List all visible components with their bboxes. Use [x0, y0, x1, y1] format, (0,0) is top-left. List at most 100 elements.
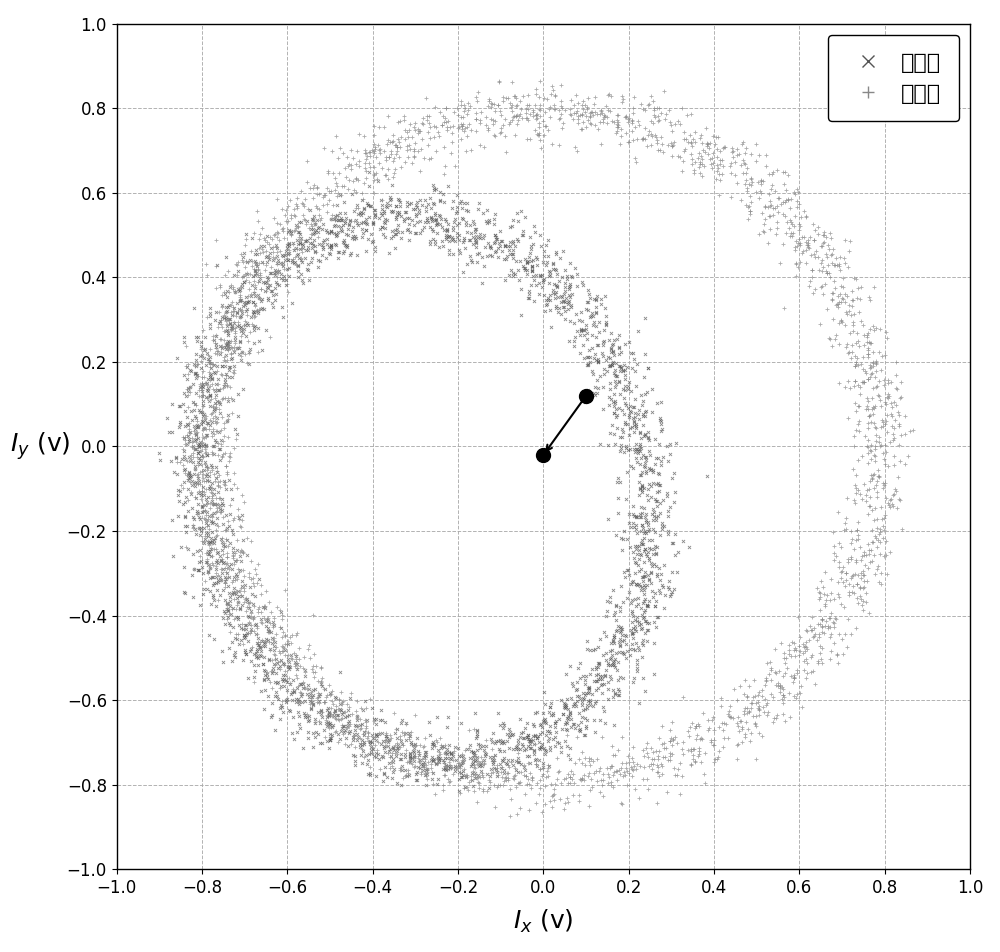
- Point: [240, 255, 256, 270]
- Point: [426, 129, 442, 145]
- Point: [246, 669, 262, 684]
- Point: [865, 400, 881, 415]
- Point: [703, 157, 719, 172]
- Point: [825, 525, 841, 540]
- Point: [454, 753, 470, 768]
- Point: [234, 302, 250, 317]
- Point: [777, 208, 793, 224]
- Point: [635, 408, 651, 424]
- Point: [469, 255, 485, 270]
- Point: [219, 466, 235, 482]
- Point: [192, 543, 208, 558]
- Point: [683, 136, 699, 151]
- Point: [190, 563, 206, 578]
- Point: [472, 738, 488, 753]
- Point: [327, 208, 343, 224]
- Point: [870, 468, 886, 484]
- Point: [582, 348, 598, 364]
- Point: [299, 154, 315, 169]
- Point: [576, 691, 592, 706]
- Point: [368, 732, 384, 747]
- Point: [515, 258, 531, 273]
- Point: [695, 142, 711, 157]
- Point: [260, 610, 276, 625]
- Point: [208, 340, 224, 355]
- Point: [455, 234, 471, 249]
- Point: [204, 509, 220, 525]
- Point: [366, 186, 382, 201]
- Point: [319, 718, 335, 733]
- Point: [242, 252, 258, 268]
- Point: [418, 757, 434, 772]
- Point: [841, 244, 857, 259]
- Point: [306, 233, 322, 248]
- Point: [391, 192, 407, 208]
- Point: [767, 201, 783, 216]
- Point: [596, 704, 612, 719]
- Point: [208, 340, 224, 355]
- Point: [627, 612, 643, 627]
- Point: [198, 468, 214, 484]
- Point: [878, 533, 894, 548]
- Point: [585, 643, 601, 658]
- Point: [213, 437, 229, 452]
- Point: [885, 498, 901, 513]
- Point: [357, 214, 373, 229]
- Point: [404, 756, 420, 771]
- Point: [259, 234, 275, 249]
- Point: [218, 335, 234, 350]
- Point: [869, 562, 885, 577]
- Point: [290, 219, 306, 234]
- Point: [454, 201, 470, 216]
- Point: [324, 208, 340, 223]
- Point: [486, 761, 502, 776]
- Point: [505, 742, 521, 757]
- Point: [635, 447, 651, 463]
- Point: [207, 531, 223, 546]
- Point: [833, 570, 849, 585]
- Point: [392, 195, 408, 210]
- Point: [433, 738, 449, 753]
- Point: [467, 222, 483, 237]
- Point: [197, 446, 213, 461]
- Point: [578, 668, 594, 684]
- Point: [366, 713, 382, 728]
- Point: [376, 119, 392, 134]
- Point: [240, 333, 256, 348]
- Point: [177, 461, 193, 476]
- Point: [559, 710, 575, 725]
- Point: [225, 300, 241, 315]
- Point: [828, 250, 844, 266]
- Point: [635, 131, 651, 147]
- Point: [616, 524, 632, 539]
- Point: [249, 644, 265, 659]
- Point: [639, 548, 655, 564]
- Point: [257, 667, 273, 683]
- Point: [582, 109, 598, 124]
- Point: [465, 744, 481, 760]
- Point: [190, 446, 206, 461]
- Point: [256, 598, 272, 613]
- Point: [578, 318, 594, 333]
- Point: [645, 744, 661, 760]
- Point: [199, 513, 215, 528]
- Point: [234, 345, 250, 360]
- Point: [324, 143, 340, 158]
- Point: [221, 341, 237, 356]
- Point: [397, 746, 413, 762]
- Point: [527, 736, 543, 751]
- Point: [814, 620, 830, 635]
- Point: [544, 799, 560, 814]
- Point: [848, 354, 864, 369]
- Point: [505, 109, 521, 125]
- Point: [664, 738, 680, 753]
- Point: [300, 724, 316, 740]
- Point: [197, 375, 213, 390]
- Point: [253, 648, 269, 664]
- Point: [867, 566, 883, 582]
- Point: [475, 206, 491, 221]
- Point: [347, 228, 363, 243]
- Point: [186, 396, 202, 411]
- Point: [567, 139, 583, 154]
- Point: [313, 675, 329, 690]
